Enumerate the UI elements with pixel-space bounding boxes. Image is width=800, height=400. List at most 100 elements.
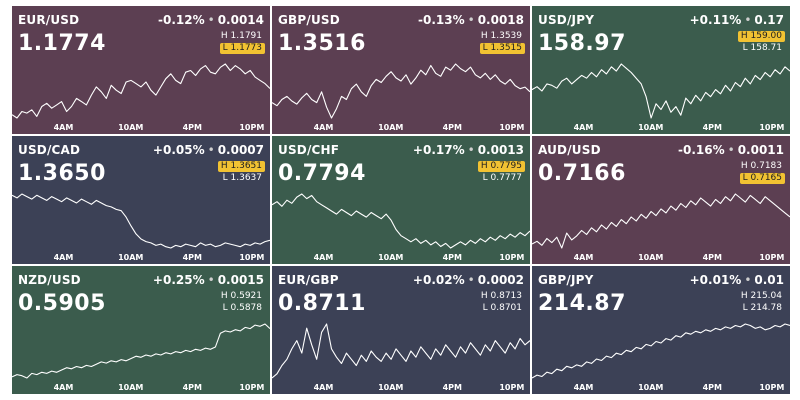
tile-eur-gbp[interactable]: EUR/GBP +0.02% • 0.0002 0.8711 H 0.8713 L … [272,266,530,394]
change-absolute: 0.0013 [477,143,524,157]
change-absolute: 0.0015 [217,273,264,287]
time-tick: 4PM [442,383,462,392]
separator-dot: • [207,143,215,157]
change-percent: -0.13% [417,13,465,27]
time-tick: 10AM [638,253,664,262]
tile-usd-chf[interactable]: USD/CHF +0.17% • 0.0013 0.7794 H 0.7795 L … [272,136,530,264]
pair-label: USD/CHF [278,143,340,157]
price: 214.87 [538,291,626,316]
change-percent: -0.12% [157,13,205,27]
time-tick: 4AM [573,253,594,262]
low-value: L 0.7777 [482,173,522,183]
low-value: L 1.3637 [222,173,262,183]
time-tick: 4AM [313,253,334,262]
pair-label: NZD/USD [18,273,81,287]
time-tick: 10PM [239,253,265,262]
tile-nzd-usd[interactable]: NZD/USD +0.25% • 0.0015 0.5905 H 0.5921 L … [12,266,270,394]
time-tick: 4AM [573,123,594,132]
time-tick: 10AM [378,383,404,392]
change-readout: +0.01% • 0.01 [690,273,784,287]
price: 1.1774 [18,31,106,56]
low-value: L 1.1773 [219,43,265,54]
tile-gbp-usd[interactable]: GBP/USD -0.13% • 0.0018 1.3516 H 1.3539 L … [272,6,530,134]
price-chart [532,323,790,379]
high-value: H 215.04 [740,291,782,301]
change-readout: +0.25% • 0.0015 [153,273,264,287]
price-line [272,193,530,249]
low-value: L 158.71 [742,43,782,53]
change-readout: -0.16% • 0.0011 [678,143,784,157]
change-percent: +0.01% [689,273,742,287]
change-percent: +0.17% [412,143,465,157]
pair-label: USD/CAD [18,143,81,157]
high-value: H 1.1791 [220,31,262,41]
tile-gbp-jpy[interactable]: GBP/JPY +0.01% • 0.01 214.87 H 215.04 L 21… [532,266,790,394]
change-readout: +0.11% • 0.17 [690,13,784,27]
price: 158.97 [538,31,626,56]
low-value: L 1.3515 [479,43,525,54]
price-line [272,323,530,379]
high-value: H 1.3539 [480,31,522,41]
price-chart [272,193,530,249]
fx-tiles-grid: EUR/USD -0.12% • 0.0014 1.1774 H 1.1791 L … [12,6,798,396]
pair-label: USD/JPY [538,13,595,27]
price-line [532,193,790,249]
pair-label: EUR/USD [18,13,80,27]
separator-dot: • [467,13,475,27]
change-percent: +0.05% [152,143,205,157]
pair-label: GBP/JPY [538,273,594,287]
time-tick: 4AM [313,383,334,392]
price: 0.7166 [538,161,626,186]
time-tick: 4PM [442,253,462,262]
high-value: H 159.00 [737,31,785,42]
price-line [12,63,270,119]
tile-usd-jpy[interactable]: USD/JPY +0.11% • 0.17 158.97 H 159.00 L 15… [532,6,790,134]
time-tick: 10AM [118,253,144,262]
low-value: L 0.7165 [739,173,785,184]
time-tick: 10PM [499,383,525,392]
time-tick: 10PM [759,123,785,132]
price-chart [532,63,790,119]
separator-dot: • [744,273,752,287]
time-tick: 10AM [378,253,404,262]
price-chart [12,193,270,249]
pair-label: GBP/USD [278,13,340,27]
change-absolute: 0.0011 [737,143,784,157]
low-value: L 214.78 [742,303,782,313]
time-tick: 10AM [118,383,144,392]
low-value: L 0.5878 [222,303,262,313]
price: 0.8711 [278,291,366,316]
separator-dot: • [467,273,475,287]
time-tick: 10AM [638,123,664,132]
time-tick: 4AM [573,383,594,392]
time-tick: 10PM [239,383,265,392]
tile-aud-usd[interactable]: AUD/USD -0.16% • 0.0011 0.7166 H 0.7183 L … [532,136,790,264]
time-tick: 10PM [239,123,265,132]
change-absolute: 0.0018 [477,13,524,27]
price: 1.3650 [18,161,106,186]
time-tick: 4AM [53,123,74,132]
price-chart [12,63,270,119]
separator-dot: • [207,13,215,27]
time-tick: 10AM [638,383,664,392]
high-value: H 0.7795 [477,161,525,172]
time-tick: 4PM [702,123,722,132]
price-line [12,323,270,379]
price-line [12,193,270,249]
change-absolute: 0.01 [754,273,784,287]
time-tick: 10PM [499,253,525,262]
change-absolute: 0.0014 [217,13,264,27]
time-tick: 10AM [378,123,404,132]
time-tick: 4PM [182,123,202,132]
price-line [272,63,530,119]
change-readout: -0.13% • 0.0018 [418,13,524,27]
tile-usd-cad[interactable]: USD/CAD +0.05% • 0.0007 1.3650 H 1.3651 L … [12,136,270,264]
time-tick: 4PM [182,383,202,392]
change-absolute: 0.17 [754,13,784,27]
time-tick: 10PM [499,123,525,132]
change-readout: +0.02% • 0.0002 [413,273,524,287]
change-absolute: 0.0002 [477,273,524,287]
tile-eur-usd[interactable]: EUR/USD -0.12% • 0.0014 1.1774 H 1.1791 L … [12,6,270,134]
separator-dot: • [467,143,475,157]
price: 0.7794 [278,161,366,186]
